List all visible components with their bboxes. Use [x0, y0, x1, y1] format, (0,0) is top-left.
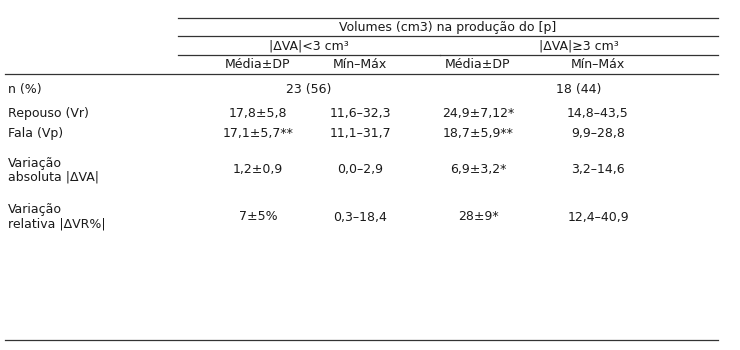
- Text: absoluta |ΔVA|: absoluta |ΔVA|: [8, 170, 99, 183]
- Text: 11,1–31,7: 11,1–31,7: [329, 126, 391, 140]
- Text: 24,9±7,12*: 24,9±7,12*: [442, 106, 514, 119]
- Text: 18 (44): 18 (44): [556, 84, 602, 97]
- Text: 23 (56): 23 (56): [286, 84, 332, 97]
- Text: 17,1±5,7**: 17,1±5,7**: [223, 126, 294, 140]
- Text: 28±9*: 28±9*: [457, 210, 498, 224]
- Text: 18,7±5,9**: 18,7±5,9**: [443, 126, 514, 140]
- Text: Mín–Máx: Mín–Máx: [333, 58, 387, 71]
- Text: |ΔVA|<3 cm³: |ΔVA|<3 cm³: [269, 39, 349, 52]
- Text: Mín–Máx: Mín–Máx: [571, 58, 625, 71]
- Text: relativa |ΔVR%|: relativa |ΔVR%|: [8, 217, 106, 231]
- Text: 3,2–14,6: 3,2–14,6: [571, 163, 625, 176]
- Text: Fala (Vp): Fala (Vp): [8, 126, 63, 140]
- Text: 12,4–40,9: 12,4–40,9: [567, 210, 629, 224]
- Text: 17,8±5,8: 17,8±5,8: [229, 106, 287, 119]
- Text: 0,0–2,9: 0,0–2,9: [337, 163, 383, 176]
- Text: 0,3–18,4: 0,3–18,4: [333, 210, 387, 224]
- Text: 9,9–28,8: 9,9–28,8: [571, 126, 625, 140]
- Text: Repouso (Vr): Repouso (Vr): [8, 106, 89, 119]
- Text: Média±DP: Média±DP: [225, 58, 291, 71]
- Text: 1,2±0,9: 1,2±0,9: [233, 163, 283, 176]
- Text: |ΔVA|≥3 cm³: |ΔVA|≥3 cm³: [539, 39, 619, 52]
- Text: Variação: Variação: [8, 156, 62, 169]
- Text: n (%): n (%): [8, 84, 41, 97]
- Text: Variação: Variação: [8, 203, 62, 217]
- Text: 7±5%: 7±5%: [239, 210, 278, 224]
- Text: Média±DP: Média±DP: [445, 58, 511, 71]
- Text: 11,6–32,3: 11,6–32,3: [329, 106, 391, 119]
- Text: 14,8–43,5: 14,8–43,5: [567, 106, 629, 119]
- Text: 6,9±3,2*: 6,9±3,2*: [450, 163, 506, 176]
- Text: Volumes (cm3) na produção do [p]: Volumes (cm3) na produção do [p]: [340, 21, 556, 34]
